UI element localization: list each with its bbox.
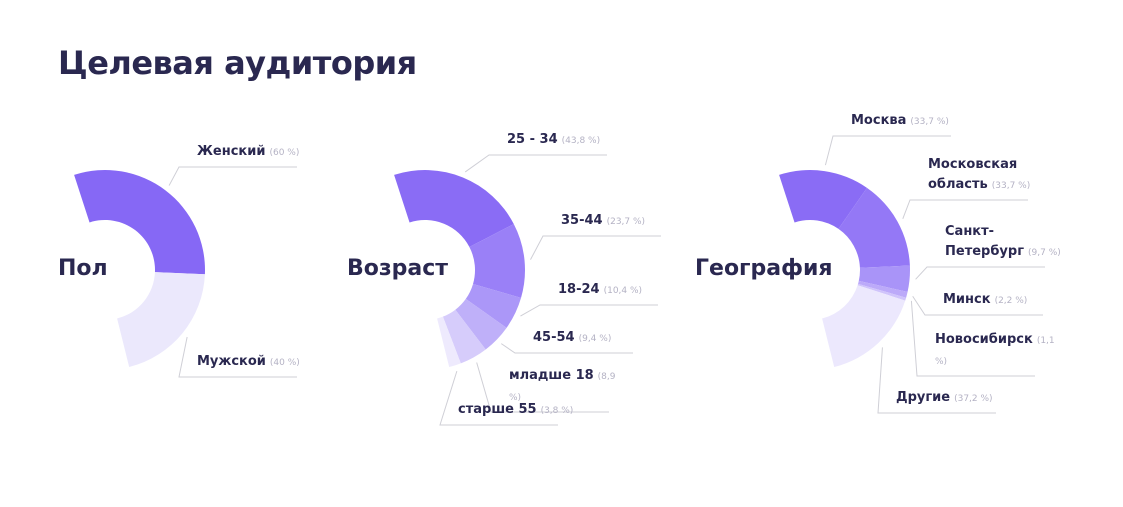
leader-line <box>824 135 951 166</box>
value-label: (37,2 %) <box>954 394 993 404</box>
value-label: (43,8 %) <box>561 136 601 146</box>
leader-line <box>520 304 658 317</box>
category-label: младше 18 <box>509 368 594 383</box>
value-label: (23,7 %) <box>606 217 646 227</box>
donut-segment <box>857 283 907 301</box>
category-label: Женский <box>197 144 266 159</box>
value-label: (40 %) <box>269 358 300 368</box>
value-label: (8,9 %) <box>509 372 616 403</box>
donut-segment <box>469 223 525 298</box>
category-label: Новосибирск <box>935 332 1033 347</box>
category-label: 45-54 <box>533 330 575 345</box>
chart-title: География <box>695 256 833 281</box>
category-label: Минск <box>943 292 991 307</box>
category-label: 18-24 <box>558 282 600 297</box>
leader-line <box>476 362 609 413</box>
category-label: Москва <box>851 113 907 128</box>
chart-title: Пол <box>58 256 108 281</box>
value-label: (3,8 %) <box>540 406 574 416</box>
chart-title: Возраст <box>347 256 449 281</box>
leader-line <box>168 166 297 186</box>
leader-line <box>439 370 558 426</box>
value-label: (33,7 %) <box>910 117 949 127</box>
donut-segment <box>838 187 910 268</box>
donut-segment <box>117 272 205 368</box>
donut-segment <box>74 170 205 275</box>
value-label: (33,7 %) <box>991 181 1031 191</box>
leader-line <box>877 347 996 414</box>
segment-label: 45-54 (9,4 %) <box>533 328 611 349</box>
value-label: (10,4 %) <box>603 286 643 296</box>
category-label: Мужской <box>197 354 266 369</box>
leader-line <box>910 300 1035 377</box>
value-label: (1,1 %) <box>935 336 1055 367</box>
segment-label: 18-24 (10,4 %) <box>558 280 642 301</box>
segment-label: Новосибирск (1,1 %) <box>935 330 1055 372</box>
donut-segment <box>455 298 507 350</box>
value-label: (9,7 %) <box>1028 248 1061 258</box>
category-label: Другие <box>896 390 951 405</box>
segment-label: старше 55 (3,8 %) <box>458 400 573 421</box>
segment-label: 25 - 34 (43,8 %) <box>507 130 600 151</box>
donut-segment <box>394 170 514 247</box>
segment-label: Другие (37,2 %) <box>896 388 993 409</box>
value-label: (2,2 %) <box>994 296 1028 306</box>
segment-label: Санкт-Петербург (9,7 %) <box>945 222 1063 263</box>
category-label: Московская область <box>928 157 1018 192</box>
donut-segment <box>822 285 906 368</box>
segment-label: Москва (33,7 %) <box>851 111 949 132</box>
leader-line <box>178 336 297 378</box>
donut-segment <box>437 316 461 368</box>
category-label: старше 55 <box>458 402 537 417</box>
leader-line <box>902 199 1028 219</box>
donut-segment <box>858 265 910 292</box>
donut-segment <box>442 309 486 364</box>
donut-segment <box>779 170 867 229</box>
leader-line <box>912 296 1043 316</box>
segment-label: 35-44 (23,7 %) <box>561 211 645 232</box>
leader-line <box>500 343 633 354</box>
category-label: 35-44 <box>561 213 603 228</box>
donut-segment <box>465 283 522 328</box>
category-label: 25 - 34 <box>507 132 558 147</box>
segment-label: Московская область (33,7 %) <box>928 155 1046 196</box>
page-title: Целевая аудитория <box>58 44 417 82</box>
value-label: (60 %) <box>269 148 300 158</box>
leader-line <box>915 266 1045 280</box>
value-label: (9,4 %) <box>578 334 612 344</box>
segment-label: младше 18 (8,9 %) <box>509 366 627 408</box>
donut-segment <box>858 280 908 298</box>
category-label: Санкт-Петербург <box>945 224 1025 259</box>
segment-label: Женский (60 %) <box>197 142 299 163</box>
leader-line <box>464 154 607 173</box>
leader-line <box>530 235 661 260</box>
segment-label: Мужской (40 %) <box>197 352 300 373</box>
segment-label: Минск (2,2 %) <box>943 290 1027 311</box>
